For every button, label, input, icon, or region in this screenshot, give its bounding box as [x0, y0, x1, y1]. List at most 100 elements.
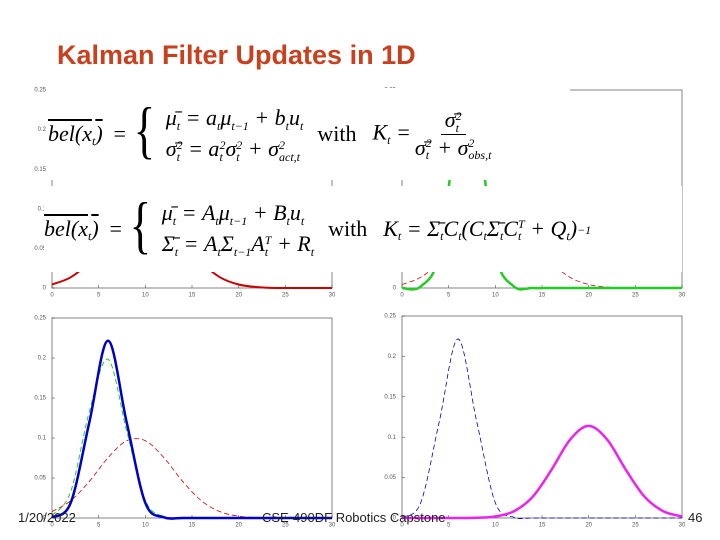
subscript: t [174, 244, 179, 259]
x-tick-label: 15 [539, 523, 546, 529]
superscript: 2 [236, 137, 243, 152]
scripts: t [92, 123, 95, 147]
x-tick-label: 5 [447, 293, 451, 299]
scripts: t [566, 218, 569, 242]
math-text: σ̄ [165, 136, 177, 161]
y-tick-label: 0.1 [38, 436, 47, 442]
x-tick-label: 15 [539, 293, 546, 299]
math-text: + σ [431, 134, 469, 160]
math-text: C [503, 215, 518, 241]
math-text: = Σ̄ [401, 215, 441, 241]
y-tick-label: 0.15 [34, 167, 46, 173]
scripts: t [287, 203, 290, 227]
footer-date: 1/20/2022 [18, 510, 76, 525]
scripts: t−1 [234, 234, 251, 258]
math-text: Σ̄ [161, 231, 175, 256]
scripts: t [440, 218, 443, 242]
scripts: t [484, 218, 487, 242]
scripts: t [311, 234, 314, 258]
scripts: t−1 [231, 108, 248, 132]
subscript: t [566, 229, 570, 244]
subscript: t [440, 229, 444, 244]
plot-frame [51, 317, 333, 519]
math-text: + σ [242, 136, 279, 161]
math-text: = a [182, 136, 220, 161]
math-text: K [372, 119, 388, 145]
y-tick-label: 0 [43, 516, 47, 522]
y-tick-label: 0.25 [34, 88, 46, 94]
math-text: + Q [524, 215, 567, 241]
plot-frame [401, 315, 683, 519]
subscript: t−1 [229, 214, 248, 228]
math-text: μ̄ [165, 105, 177, 131]
scripts: t [398, 218, 401, 242]
subscript: t [300, 119, 304, 133]
scripts: 2 act,t [279, 139, 300, 163]
superscript: 2 [468, 136, 475, 151]
scripts: t [177, 108, 180, 132]
x-tick-label: 25 [632, 523, 639, 529]
subscript: t [286, 214, 290, 228]
slide-title: Kalman Filter Updates in 1D [57, 40, 416, 70]
superscript: 2 [279, 137, 285, 152]
numerator: σ̄ 2 t [440, 107, 466, 135]
scripts: t [175, 234, 178, 258]
math-text: ) [95, 120, 103, 146]
subscript: t−1 [231, 119, 249, 133]
math-text: σ [225, 136, 237, 161]
scripts: t [286, 108, 289, 132]
scripts: t [301, 203, 304, 227]
subscript: t [91, 134, 96, 149]
scripts: t [500, 218, 503, 242]
math-text: = a [180, 105, 217, 131]
subscript: t [300, 214, 305, 228]
x-tick-label: 15 [189, 293, 196, 299]
math-text: K [383, 215, 398, 241]
scripts: t [458, 218, 461, 242]
scripts: t [217, 108, 220, 132]
subscript: t [285, 119, 289, 133]
lhs: bel(x t) [44, 216, 99, 243]
math-text: Σ̄ [486, 215, 500, 241]
footer-course: CSE-490DF Robotics Capstone [262, 510, 446, 525]
fraction: σ̄ 2 t σ̄ 2 t + σ 2 obs,t [415, 107, 492, 162]
subscript: t [176, 149, 180, 164]
superscript: T [264, 232, 272, 247]
subscript: t−1 [233, 244, 252, 259]
x-tick-label: 10 [492, 293, 499, 299]
x-tick-label: 20 [235, 293, 242, 299]
curve [51, 339, 332, 520]
superscript: 2 [425, 136, 432, 151]
superscript: 2 [176, 137, 183, 152]
scripts: −1 [577, 224, 591, 236]
y-tick-label: 0.2 [38, 356, 47, 362]
math-text: u [289, 105, 300, 131]
scripts: t [215, 203, 218, 227]
page-number: 46 [688, 510, 703, 525]
y-tick-label: 0.05 [34, 476, 46, 482]
superscript: 2 [455, 108, 462, 123]
math-text: A [251, 231, 265, 256]
subscript: t [387, 133, 391, 147]
with-label: with [328, 216, 368, 241]
subscript: t [310, 244, 315, 259]
gain: K t = σ̄ 2 t σ̄ 2 t + σ 2 obs,t [372, 107, 491, 162]
subscript: t [215, 214, 219, 228]
with-label: with [317, 121, 357, 146]
x-tick-label: 0 [400, 293, 404, 299]
math-text: C [443, 215, 459, 241]
math-text: + B [247, 200, 287, 226]
subscript: t [517, 229, 522, 244]
math-text: = A [178, 231, 218, 256]
math-text: bel(x [44, 215, 88, 241]
x-tick-label: 30 [329, 523, 336, 529]
y-tick-label: 0 [43, 286, 47, 292]
math-text: ) [91, 215, 99, 241]
